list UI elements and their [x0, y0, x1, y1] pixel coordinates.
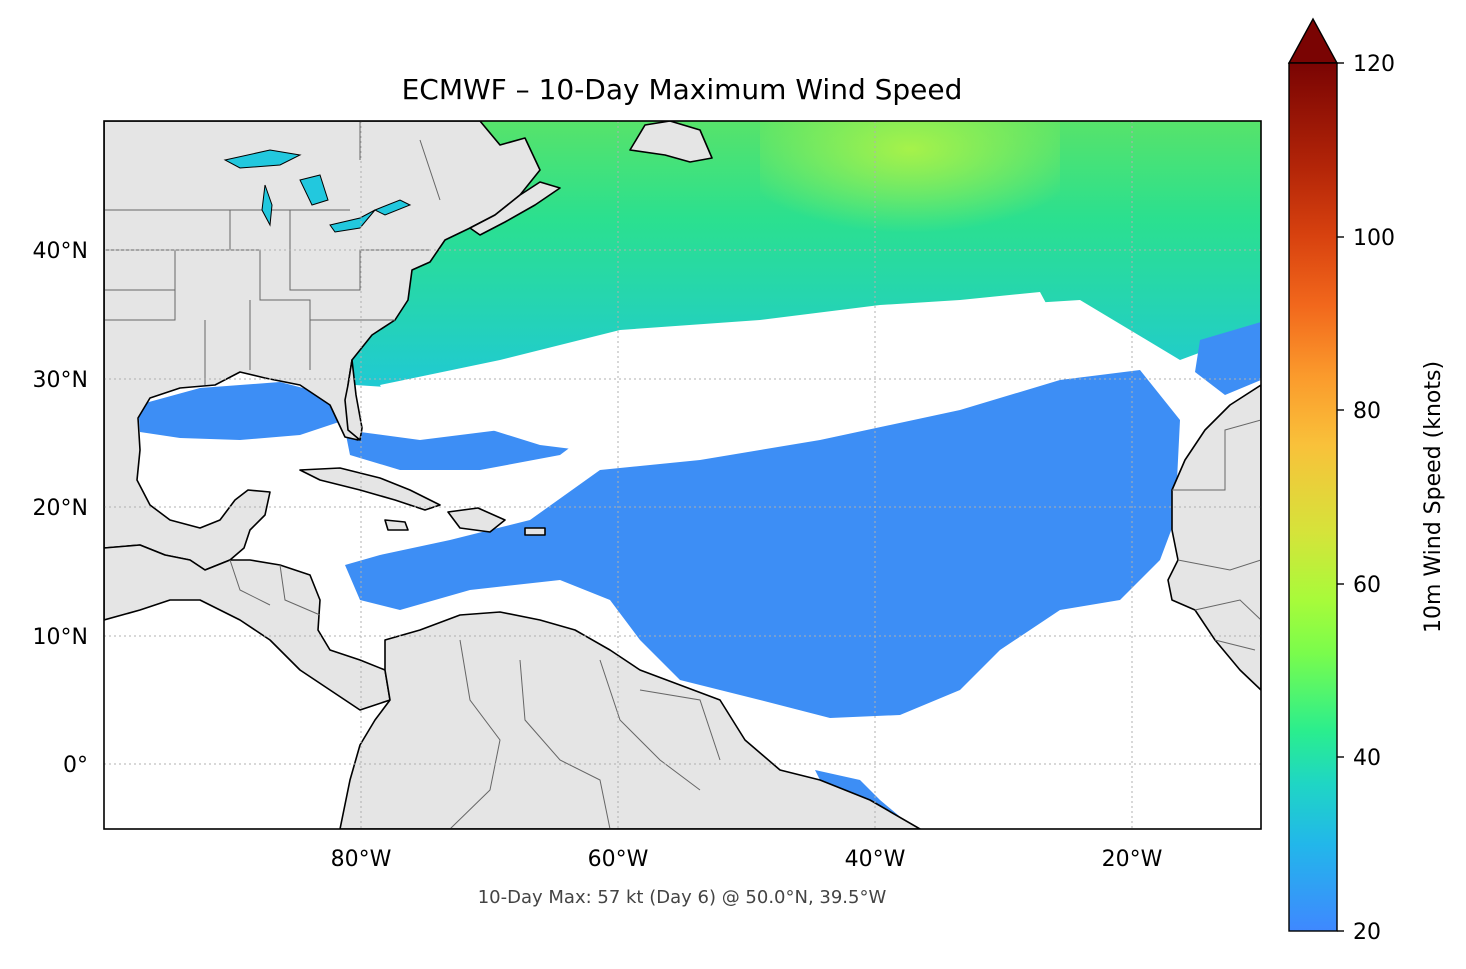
colorbar-tick-label: 20 — [1353, 920, 1381, 945]
y-tick-label: 20°N — [33, 496, 88, 521]
land — [104, 121, 1261, 829]
y-tick-label: 10°N — [33, 625, 88, 650]
wind-field-trades — [345, 370, 1180, 718]
wind-field-patch — [1195, 322, 1261, 395]
colorbar-label: 10m Wind Speed (knots) — [1421, 361, 1446, 633]
x-tick-label: 60°W — [588, 847, 649, 872]
wind-field-gulf — [138, 382, 345, 440]
land-florida — [344, 359, 363, 441]
max-wind-note: 10-Day Max: 57 kt (Day 6) @ 50.0°N, 39.5… — [478, 887, 887, 908]
gridlines — [104, 121, 1261, 829]
great-lakes — [223, 149, 412, 233]
land-hispaniola — [447, 507, 506, 533]
colorbar-tick-label: 40 — [1353, 746, 1381, 771]
land-cuba — [299, 467, 441, 511]
wind-field-patch — [345, 430, 580, 470]
calm-zone — [380, 292, 1055, 455]
y-tick-label: 40°N — [33, 239, 88, 264]
land-jamaica — [384, 519, 409, 531]
colorbar-tick-label: 120 — [1353, 52, 1395, 77]
map-frame — [103, 120, 1262, 830]
land-puerto-rico — [524, 527, 546, 536]
colorbar-extend-arrow — [1287, 17, 1339, 64]
land-south-america — [339, 611, 921, 829]
y-tick-label: 30°N — [33, 368, 88, 393]
land-nova-scotia — [469, 181, 561, 236]
wind-hotspot — [760, 121, 1060, 261]
colorbar-tick-label: 60 — [1353, 573, 1381, 598]
land-africa — [1167, 384, 1261, 691]
colorbar-ticks — [1337, 62, 1344, 932]
x-axis: 80°W 60°W 40°W 20°W — [331, 847, 1163, 872]
map-panel — [104, 121, 1261, 829]
map-title: ECMWF – 10-Day Maximum Wind Speed — [402, 73, 963, 106]
land-newfoundland — [629, 121, 713, 163]
colorbar-tick-label: 80 — [1353, 399, 1381, 424]
y-tick-label: 0° — [63, 753, 88, 778]
y-axis: 40°N 30°N 20°N 10°N 0° — [33, 239, 88, 778]
x-tick-label: 40°W — [845, 847, 906, 872]
land-central-america — [104, 544, 391, 711]
borders — [104, 121, 1261, 829]
colorbar-gradient — [1288, 62, 1338, 932]
land-north-america — [104, 121, 541, 571]
colorbar-tick-label: 100 — [1353, 226, 1395, 251]
x-tick-label: 20°W — [1102, 847, 1163, 872]
colorbar: 20 40 60 80 100 120 10m Wind Speed (knot… — [1287, 17, 1446, 945]
x-tick-label: 80°W — [331, 847, 392, 872]
